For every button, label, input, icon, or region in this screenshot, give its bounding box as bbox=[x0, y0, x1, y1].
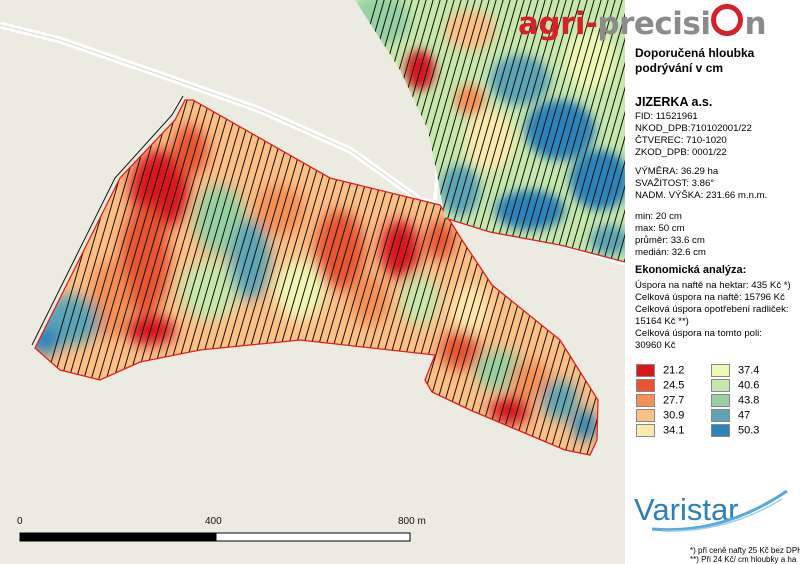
footnote-2: **) Při 24 Kč/ cm hloubky a ha bbox=[690, 555, 797, 564]
stats-block: min: 20 cm max: 50 cm průměr: 33.6 cm me… bbox=[635, 211, 706, 259]
legend-item: 47 bbox=[711, 409, 750, 423]
scale-label-400: 400 bbox=[205, 516, 222, 527]
altitude: NADM. VÝŠKA: 231.66 m.n.m. bbox=[635, 190, 768, 201]
legend-item: 37.4 bbox=[711, 364, 759, 378]
legend-item: 21.2 bbox=[636, 364, 684, 378]
footnote-1: *) při ceně nafty 25 Kč bez DPH bbox=[690, 546, 800, 555]
map-title: Doporučená hloubka podrývání v cm bbox=[635, 46, 755, 75]
logo-part-agri: agri- bbox=[518, 6, 598, 42]
legend-swatch bbox=[711, 394, 730, 407]
logo-o-icon bbox=[711, 4, 744, 36]
economic-block: Úspora na naftě na hektar: 435 Kč *) Cel… bbox=[635, 280, 791, 352]
legend-item: 50.3 bbox=[711, 424, 759, 438]
legend-item: 30.9 bbox=[636, 409, 684, 423]
legend-swatch bbox=[711, 379, 730, 392]
legend-item: 43.8 bbox=[711, 394, 759, 408]
company-name: JIZERKA a.s. bbox=[635, 95, 713, 109]
field-id-block: FID: 11521961 NKOD_DPB:710102001/22 ČTVE… bbox=[635, 111, 752, 159]
econ-line-3: Celková úspora opotřebení radliček: bbox=[635, 304, 789, 315]
scale-bar bbox=[19, 532, 411, 542]
econ-line-1: Úspora na naftě na hektar: 435 Kč *) bbox=[635, 280, 791, 291]
legend-item: 27.7 bbox=[636, 394, 684, 408]
scale-label-0: 0 bbox=[17, 516, 23, 527]
econ-line-4: 15164 Kč **) bbox=[635, 316, 689, 327]
legend-swatch bbox=[636, 409, 655, 422]
legend-panel bbox=[625, 0, 800, 564]
economic-analysis-title: Ekonomická analýza: bbox=[635, 264, 747, 276]
legend-swatch bbox=[711, 424, 730, 437]
field-props-block: VÝMĚRA: 36.29 ha SVAŽITOST: 3.86° NADM. … bbox=[635, 166, 767, 202]
stat-min: min: 20 cm bbox=[635, 211, 682, 222]
varistar-swoosh-accent-icon bbox=[661, 498, 783, 532]
econ-line-2: Celková úspora na naftě: 15796 Kč bbox=[635, 292, 785, 303]
econ-line-5: Celková úspora na tomto poli: bbox=[635, 328, 762, 339]
agri-precision-logo: agri-precisi n bbox=[518, 4, 800, 44]
legend-swatch bbox=[636, 379, 655, 392]
scale-label-800: 800 m bbox=[398, 516, 426, 527]
stat-max: max: 50 cm bbox=[635, 223, 685, 234]
legend-swatch bbox=[636, 364, 655, 377]
varistar-swoosh-icon bbox=[651, 489, 788, 532]
legend-swatch bbox=[711, 409, 730, 422]
logo-part-precisi: precisi bbox=[597, 6, 711, 42]
map-canvas[interactable] bbox=[0, 0, 625, 564]
area: VÝMĚRA: 36.29 ha bbox=[635, 166, 719, 177]
field-b-boundary[interactable] bbox=[444, 217, 625, 263]
econ-line-6: 30960 Kč bbox=[635, 340, 676, 351]
legend-item: 40.6 bbox=[711, 379, 759, 393]
nkod: NKOD_DPB:710102001/22 bbox=[635, 123, 752, 134]
slope: SVAŽITOST: 3.86° bbox=[635, 178, 715, 189]
field-a-outer-track bbox=[31, 95, 184, 346]
legend-swatch bbox=[711, 364, 730, 377]
zkod: ZKOD_DPB: 0001/22 bbox=[635, 147, 727, 158]
field-a-boundary[interactable] bbox=[34, 99, 599, 456]
ctverec: ČTVEREC: 710-1020 bbox=[635, 135, 727, 146]
legend-item: 34.1 bbox=[636, 424, 684, 438]
stat-mean: průměr: 33.6 cm bbox=[635, 235, 705, 246]
legend-swatch bbox=[636, 424, 655, 437]
legend-item: 24.5 bbox=[636, 379, 684, 393]
fid: FID: 11521961 bbox=[635, 111, 698, 122]
legend-swatch bbox=[636, 394, 655, 407]
stat-median: medián: 32.6 cm bbox=[635, 247, 706, 258]
logo-part-n: n bbox=[744, 6, 767, 42]
varistar-logo: Varistar bbox=[634, 489, 788, 532]
